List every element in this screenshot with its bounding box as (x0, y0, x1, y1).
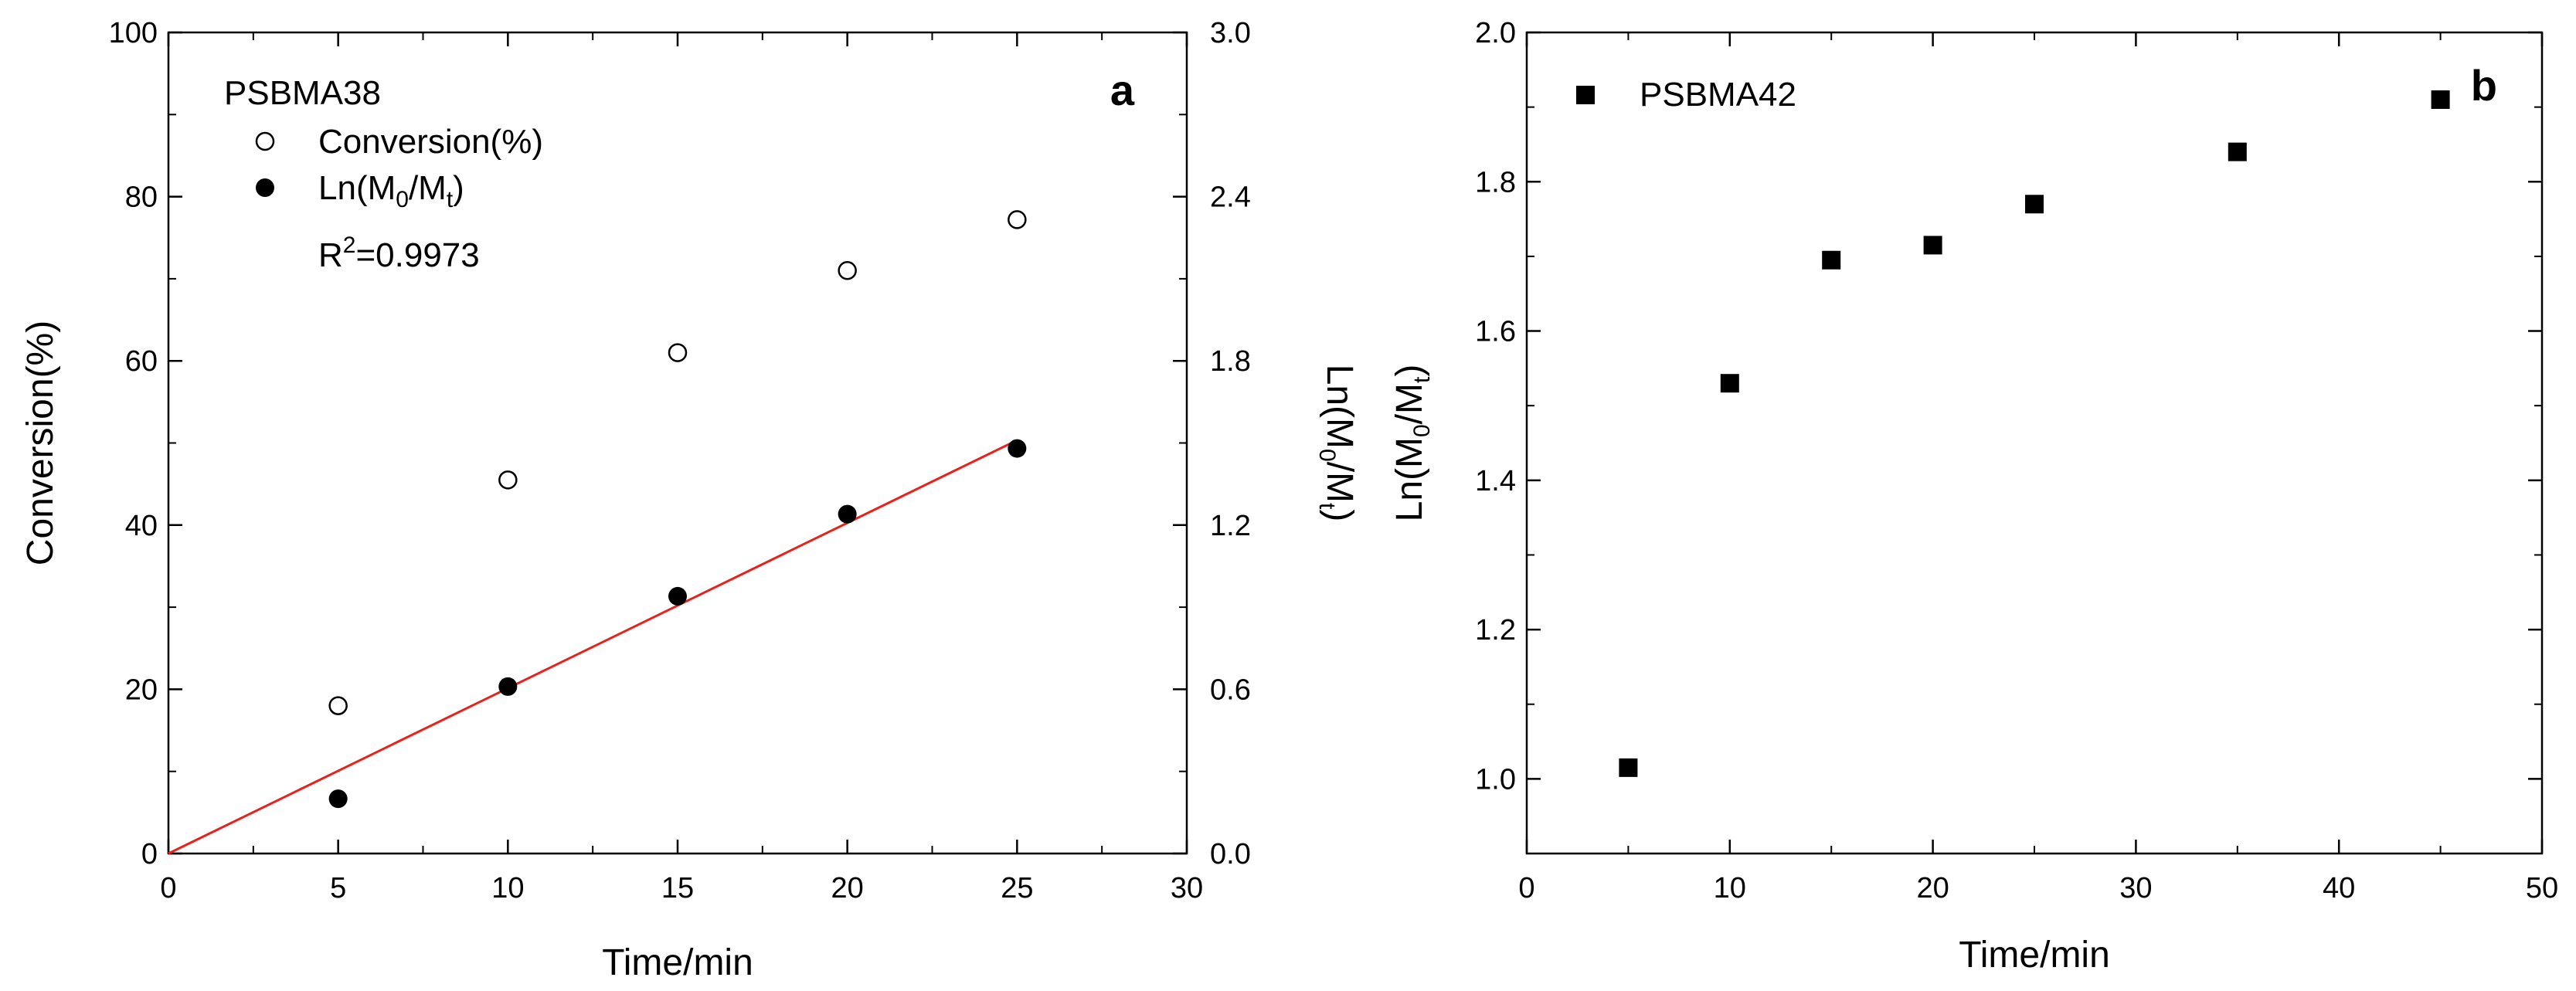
x-tick-label: 40 (2323, 872, 2355, 904)
legend-label-ln-main: Ln(M (318, 169, 396, 207)
x-tick-label: 20 (1916, 872, 1949, 904)
plot-frame (1525, 31, 2544, 855)
x-tick-label: 50 (2526, 872, 2558, 904)
y-axis-title-mid: /M (1389, 383, 1430, 424)
legend-label-ln-end: ) (453, 169, 464, 207)
y-tick-label: 1.2 (1475, 614, 1516, 647)
data-point (1619, 758, 1638, 777)
y-axis-title: Ln(M0/Mt) (1389, 365, 1435, 522)
panel-label-a: a (1110, 66, 1135, 114)
r-squared-main: R (318, 236, 343, 274)
legend-marker-open-circle (255, 131, 275, 151)
y-right-axis-title-end: ) (1319, 509, 1360, 521)
ln-point (668, 586, 687, 606)
y-tick-label: 0 (141, 838, 158, 871)
y-tick-label: 1.0 (1475, 763, 1516, 796)
x-tick-label: 10 (1714, 872, 1746, 904)
conversion-point (498, 470, 518, 490)
y-tick-label: 40 (125, 510, 158, 542)
legend-label-ln-mid: /M (409, 169, 447, 207)
y-axis-title: Conversion(%) (20, 321, 61, 565)
legend-label-conversion: Conversion(%) (318, 123, 543, 161)
r-squared-annotation: R2=0.9973 (318, 232, 480, 274)
r-squared-value: =0.9973 (355, 236, 479, 274)
y-tick-label: 60 (125, 345, 158, 378)
ln-point (328, 789, 348, 809)
y-right-tick-label: 2.4 (1210, 182, 1251, 214)
legend-label-ln-subt: t (447, 187, 454, 212)
y-right-tick-label: 3.0 (1210, 17, 1251, 49)
y-tick-label: 2.0 (1475, 17, 1516, 49)
data-point (1923, 236, 1942, 255)
data-point (1720, 374, 1739, 393)
legend-marker-filled-square (1576, 86, 1595, 104)
conversion-point (328, 696, 348, 715)
panel-label-b: b (2471, 61, 2497, 110)
y-right-tick-label: 1.2 (1210, 510, 1251, 542)
y-right-axis-title-sub0: 0 (1314, 449, 1340, 462)
x-tick-label: 25 (1001, 872, 1033, 904)
y-tick-label: 100 (109, 17, 158, 49)
y-right-tick-label: 1.8 (1210, 345, 1251, 378)
legend-title: PSBMA38 (224, 74, 381, 112)
x-tick-label: 5 (330, 872, 346, 904)
data-point (1822, 250, 1841, 270)
x-tick-label: 20 (831, 872, 864, 904)
x-tick-label: 0 (160, 872, 176, 904)
y-tick-label: 1.4 (1475, 465, 1516, 497)
x-axis-title: Time/min (1959, 935, 2110, 976)
r-squared-sup: 2 (343, 232, 356, 258)
fit-line (168, 439, 1018, 855)
legend-label-ln-sub0: 0 (396, 187, 409, 212)
y-axis-title-end: ) (1389, 365, 1430, 377)
x-tick-label: 15 (661, 872, 694, 904)
y-right-axis-title-main: Ln(M (1319, 365, 1360, 449)
ln-point (1008, 439, 1027, 458)
y-tick-label: 1.8 (1475, 166, 1516, 199)
conversion-point (668, 343, 688, 362)
panel-b-chart: 0 10 20 30 40 50 1.0 1.2 1.4 1.6 1.8 2.0 Time/min Ln(… (1389, 17, 2558, 976)
data-point (2228, 142, 2247, 161)
x-tick-label: 10 (491, 872, 524, 904)
conversion-point (838, 261, 857, 280)
panel-a-chart: 0 5 10 15 20 25 300204060801000.00.61.21.82.43… (20, 17, 1360, 983)
x-tick-label: 30 (1171, 872, 1203, 904)
y-right-axis-title-mid: /M (1319, 462, 1360, 503)
y-right-axis-title-subt: t (1314, 503, 1340, 510)
y-right-tick-label: 0.0 (1210, 838, 1251, 871)
legend-label-ln: Ln(M0/Mt) (318, 169, 464, 212)
data-point (2431, 90, 2450, 109)
x-tick-label: 0 (1518, 872, 1534, 904)
y-right-tick-label: 0.6 (1210, 674, 1251, 706)
y-axis-title-main: Ln(M (1389, 437, 1430, 521)
y-right-axis-title: Ln(M0/Mt) (1314, 365, 1360, 522)
legend-label: PSBMA42 (1640, 76, 1796, 114)
y-tick-label: 20 (125, 674, 158, 706)
y-axis-title-subt: t (1409, 376, 1435, 383)
y-tick-label: 1.6 (1475, 316, 1516, 348)
x-axis-title: Time/min (602, 942, 753, 983)
conversion-point (1008, 210, 1027, 229)
ln-point (498, 677, 518, 696)
ln-point (838, 504, 857, 524)
data-point (2025, 195, 2044, 214)
y-tick-label: 80 (125, 182, 158, 214)
x-tick-label: 30 (2119, 872, 2152, 904)
y-axis-title-sub0: 0 (1409, 424, 1435, 437)
legend-marker-filled-circle (256, 178, 274, 197)
